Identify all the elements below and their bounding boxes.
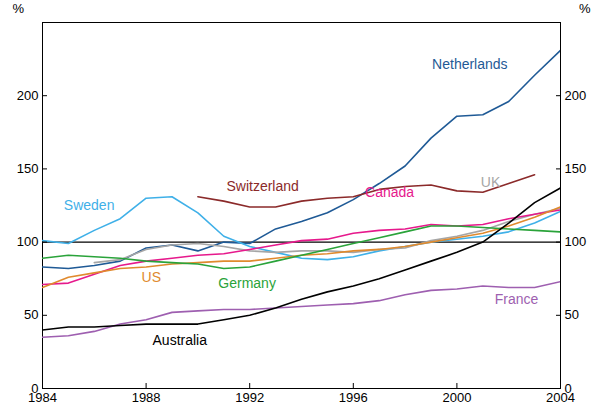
svg-text:2000: 2000 [442, 390, 471, 405]
svg-text:Switzerland: Switzerland [226, 178, 298, 194]
svg-text:Netherlands: Netherlands [432, 56, 508, 72]
svg-text:100: 100 [17, 234, 39, 249]
svg-text:Canada: Canada [365, 184, 414, 200]
svg-text:150: 150 [17, 161, 39, 176]
svg-text:%: % [579, 1, 591, 16]
svg-text:100: 100 [565, 234, 587, 249]
svg-text:0: 0 [31, 380, 39, 396]
svg-text:1984: 1984 [28, 390, 57, 405]
svg-text:UK: UK [481, 174, 501, 190]
svg-text:1992: 1992 [235, 390, 264, 405]
svg-text:50: 50 [24, 307, 38, 322]
svg-text:200: 200 [565, 88, 587, 103]
svg-text:50: 50 [565, 307, 579, 322]
svg-text:France: France [495, 291, 539, 307]
svg-text:1988: 1988 [132, 390, 161, 405]
svg-text:Australia: Australia [153, 332, 208, 348]
svg-text:200: 200 [17, 88, 39, 103]
svg-text:Germany: Germany [218, 275, 276, 291]
svg-text:%: % [13, 1, 25, 16]
svg-text:1996: 1996 [339, 390, 368, 405]
svg-text:150: 150 [565, 161, 587, 176]
svg-text:0: 0 [564, 380, 572, 396]
svg-text:US: US [142, 269, 161, 285]
svg-text:Sweden: Sweden [64, 197, 115, 213]
svg-text:2004: 2004 [546, 390, 575, 405]
